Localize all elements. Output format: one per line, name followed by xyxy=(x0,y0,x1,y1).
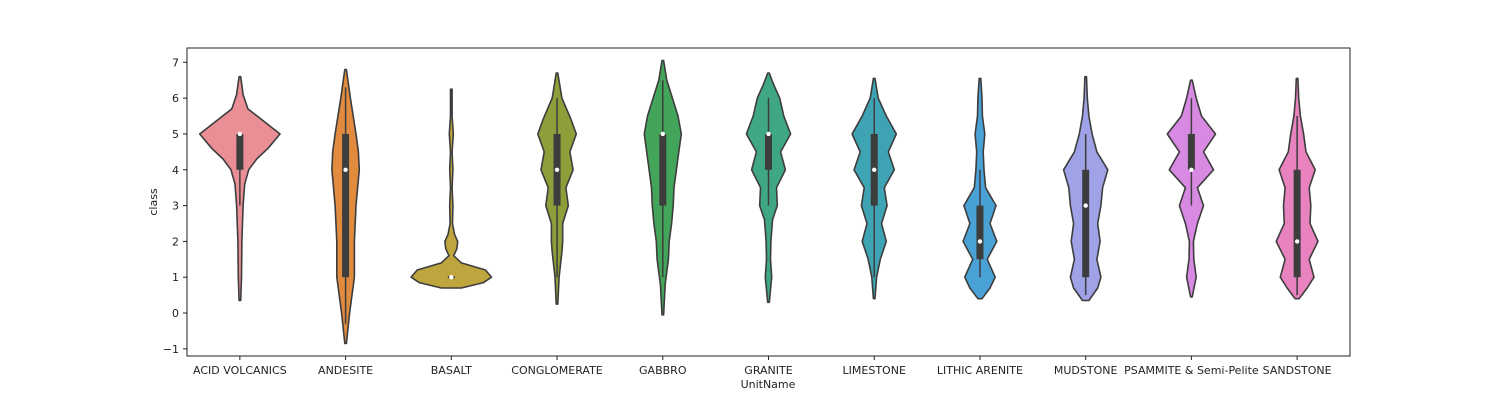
y-tick-label: 0 xyxy=(172,307,179,320)
x-tick-label: SANDSTONE xyxy=(1263,364,1332,377)
violin-group xyxy=(643,59,683,316)
y-tick-label: −1 xyxy=(163,343,179,356)
x-tick-label: ACID VOLCANICS xyxy=(193,364,287,377)
y-tick-label: 3 xyxy=(172,200,179,213)
y-axis-label: class xyxy=(147,188,160,216)
violin-group xyxy=(1275,77,1319,300)
x-axis: ACID VOLCANICS ANDESITE BASALT CONGLOMERATE… xyxy=(193,356,1332,377)
violin-group xyxy=(410,88,493,289)
violin-group xyxy=(851,77,898,300)
violin-median-point xyxy=(554,167,560,172)
x-tick-label: ANDESITE xyxy=(318,364,373,377)
y-axis: −1 0 1 2 3 4 5 6 7 xyxy=(163,56,187,356)
violin-group xyxy=(1166,79,1217,298)
violin-iqr-box xyxy=(1082,169,1090,278)
violin-iqr-box xyxy=(976,205,984,260)
violin-median-point xyxy=(660,131,665,137)
violins-layer xyxy=(198,59,1319,345)
violin-median-point xyxy=(1294,239,1300,244)
violin-iqr-box xyxy=(1293,169,1301,278)
violin-median-point xyxy=(1189,167,1194,172)
y-tick-label: 5 xyxy=(172,128,179,141)
y-tick-label: 4 xyxy=(172,164,179,177)
violin-median-point xyxy=(872,167,877,172)
y-tick-label: 6 xyxy=(172,92,179,105)
violin-median-point xyxy=(343,167,348,172)
violin-iqr-box xyxy=(765,133,772,170)
x-tick-label: GABBRO xyxy=(639,364,687,377)
x-tick-label: LIMESTONE xyxy=(843,364,906,377)
violin-group xyxy=(198,75,281,302)
violin-group xyxy=(1062,75,1109,302)
y-tick-label: 7 xyxy=(172,56,179,69)
violin-iqr-box xyxy=(1187,133,1195,170)
x-tick-label: LITHIC ARENITE xyxy=(937,364,1023,377)
violin-iqr-box xyxy=(659,133,667,206)
x-tick-label: GRANITE xyxy=(744,364,792,377)
violin-median-point xyxy=(1083,203,1088,208)
x-tick-label: CONGLOMERATE xyxy=(511,364,603,377)
violin-median-point xyxy=(237,131,243,137)
violin-group xyxy=(331,68,361,345)
violin-iqr-box xyxy=(236,133,244,170)
violin-group xyxy=(537,72,578,305)
y-tick-label: 2 xyxy=(172,235,179,248)
y-tick-label: 1 xyxy=(172,271,179,284)
violin-median-point xyxy=(977,239,983,244)
x-tick-label: PSAMMITE & Semi-Pelite xyxy=(1124,364,1259,377)
violin-median-point xyxy=(449,275,454,280)
violin-iqr-box xyxy=(342,133,350,278)
violin-body xyxy=(410,88,493,289)
violin-group xyxy=(745,72,792,304)
violin-median-point xyxy=(766,131,771,137)
x-tick-label: BASALT xyxy=(431,364,472,377)
x-tick-label: MUDSTONE xyxy=(1054,364,1118,377)
x-axis-label: UnitName xyxy=(741,378,796,391)
violin-group xyxy=(962,77,998,300)
